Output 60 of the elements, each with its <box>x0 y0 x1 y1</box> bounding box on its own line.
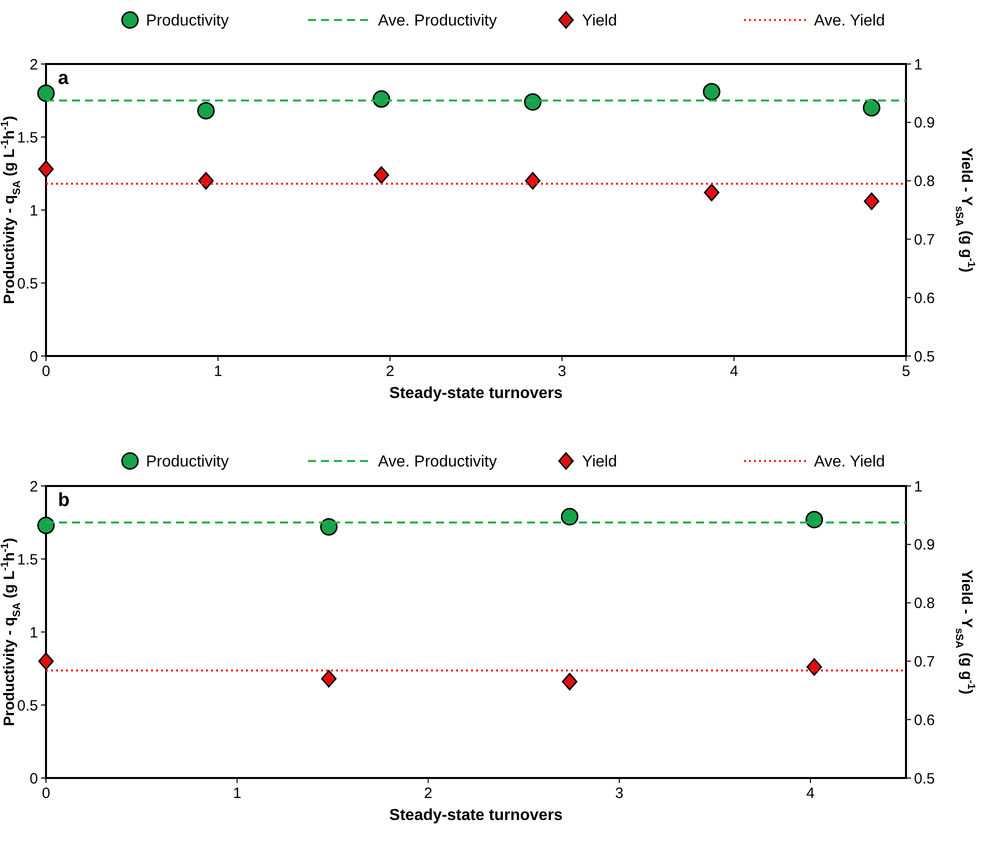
y2-tick-label: 0.6 <box>914 290 935 307</box>
point <box>562 672 578 690</box>
y-tick-label: 2 <box>30 56 38 74</box>
y2-tick-label: 0.7 <box>914 231 935 248</box>
x-tick-label: 3 <box>558 363 566 380</box>
legend-label: Ave. Yield <box>814 454 885 471</box>
point <box>702 82 720 100</box>
legend-label: Ave. Yield <box>814 12 885 30</box>
x-tick-label: 4 <box>806 785 815 802</box>
y2-tick-label: 0.5 <box>914 770 935 788</box>
y-tick-label: 1.5 <box>17 551 38 568</box>
point <box>197 102 215 120</box>
x-axis-title: Steady-state turnovers <box>389 807 563 824</box>
point <box>37 84 55 102</box>
y2-tick-label: 0.7 <box>914 653 935 670</box>
point <box>806 658 822 676</box>
point <box>38 160 54 178</box>
x-tick-label: 5 <box>902 363 910 380</box>
point <box>38 652 54 670</box>
legend-label: Ave. Productivity <box>378 454 497 471</box>
chart-title: b <box>58 490 70 511</box>
y-tick-label: 0.5 <box>17 697 38 714</box>
y-tick-label: 0 <box>30 770 38 788</box>
point <box>862 99 880 117</box>
y-tick-label: 1.5 <box>17 129 38 146</box>
y-tick-label: 1 <box>30 202 38 220</box>
point <box>198 172 214 190</box>
x-tick-label: 2 <box>386 363 394 380</box>
y-tick-label: 0 <box>30 348 38 366</box>
point <box>704 184 720 202</box>
y2-tick-label: 0.6 <box>914 712 935 729</box>
legend-label: Productivity <box>146 12 229 30</box>
x-tick-label: 4 <box>730 363 738 380</box>
point <box>524 93 542 111</box>
y-tick-label: 2 <box>30 478 38 496</box>
legend-label: Yield <box>582 12 617 30</box>
point <box>321 670 337 688</box>
y2-tick-label: 0.8 <box>914 595 935 612</box>
point <box>374 166 390 184</box>
y2-tick-label: 0.9 <box>914 114 935 132</box>
point <box>525 172 541 190</box>
y2-tick-label: 1 <box>914 56 922 74</box>
x-tick-label: 0 <box>42 363 50 380</box>
legend-label: Yield <box>582 454 617 471</box>
x-tick-label: 2 <box>424 785 432 802</box>
y-tick-label: 1 <box>30 624 38 642</box>
y2-tick-label: 1 <box>914 478 922 496</box>
x-tick-label: 3 <box>615 785 624 802</box>
legend-label: Productivity <box>146 454 229 471</box>
chart-title: a <box>58 68 69 89</box>
x-tick-label: 0 <box>42 785 50 802</box>
x-tick-label: 1 <box>214 363 222 380</box>
x-axis-title: Steady-state turnovers <box>389 385 563 402</box>
point <box>864 192 880 210</box>
y2-tick-label: 0.8 <box>914 173 935 190</box>
y2-tick-label: 0.5 <box>914 348 935 366</box>
y-tick-label: 0.5 <box>17 275 38 292</box>
x-tick-label: 1 <box>232 785 242 802</box>
legend-label: Ave. Productivity <box>378 12 497 30</box>
y2-tick-label: 0.9 <box>914 536 935 554</box>
